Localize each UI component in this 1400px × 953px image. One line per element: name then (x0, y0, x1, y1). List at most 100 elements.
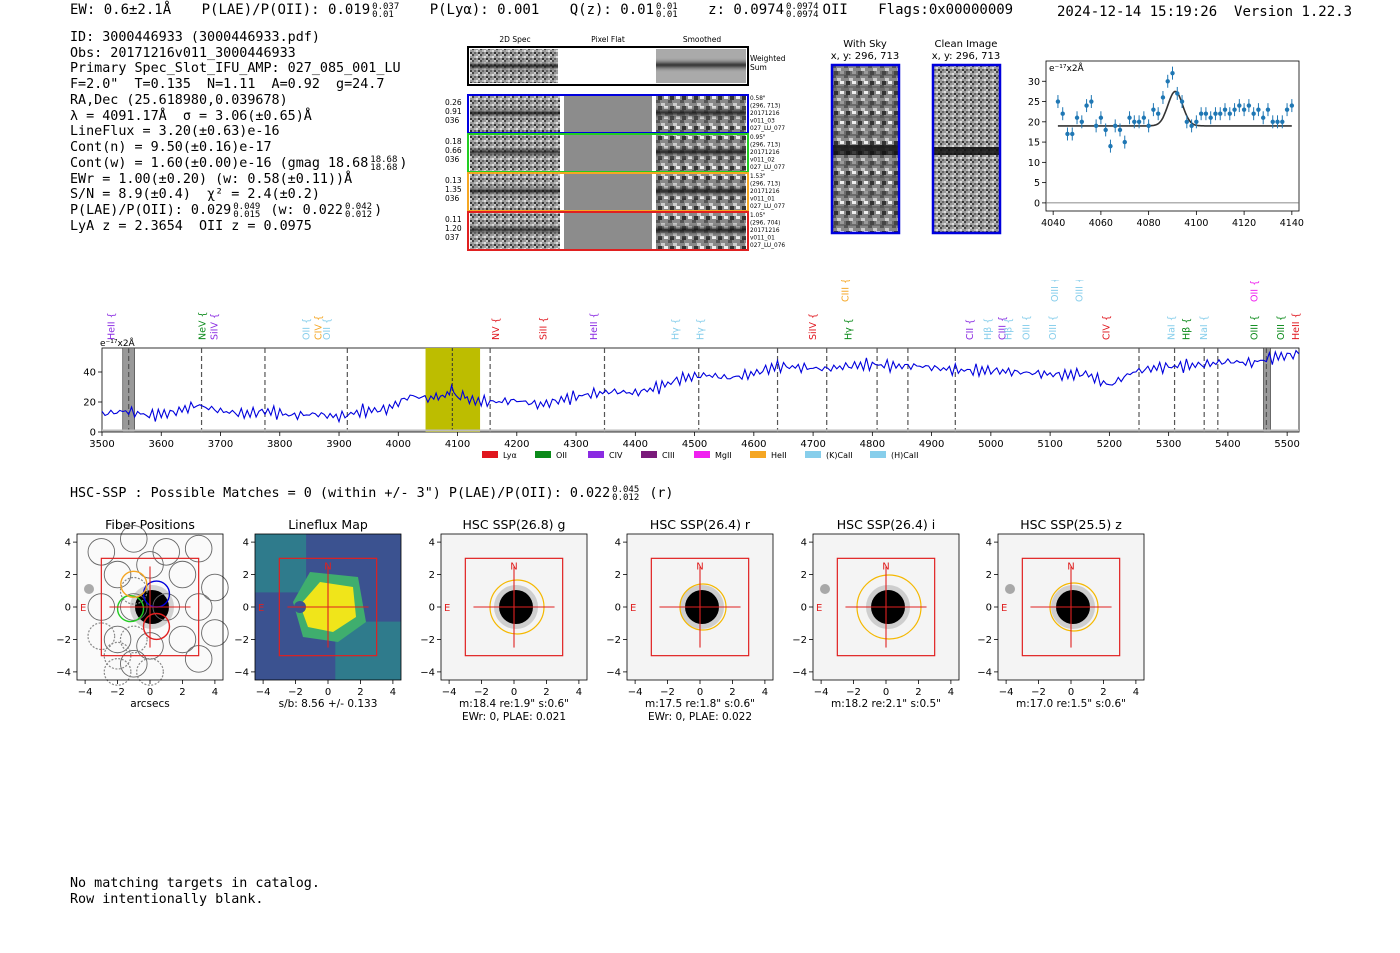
legend-swatch (588, 451, 604, 458)
zoom-point (1093, 123, 1099, 129)
footer-line-1: No matching targets in catalog. (70, 876, 320, 891)
full-xtick-label: 5400 (1215, 439, 1240, 450)
east-label: E (1001, 603, 1007, 614)
hsc-xtick-label: −4 (999, 687, 1014, 698)
header-plae: P(LAE)/P(OII): 0.019 0.037 0.01 (201, 2, 400, 20)
zoom-point (1060, 111, 1065, 116)
hsc-ytick-label: −2 (792, 635, 807, 646)
line-label: SiIV { (210, 313, 221, 340)
zoom-point (1265, 107, 1271, 112)
cutout-right-3-1: 1.53" (750, 174, 766, 180)
line-label: Hβ { (983, 318, 994, 340)
legend-label: (H)CaII (891, 451, 918, 460)
hsc-ytick-label: 4 (243, 538, 249, 549)
info-radec: RA,Dec (25.618980,0.039678) (70, 92, 288, 108)
full-xtick-label: 4600 (741, 439, 766, 450)
cutout-right-1-3: 20171216 (750, 111, 780, 117)
line-label: SiIV { (808, 313, 819, 340)
full-xtick-label: 4500 (682, 439, 707, 450)
cutout-right-1-5: 027_LU_077 (750, 126, 785, 132)
cutout-right-1-1: 0.58" (750, 96, 766, 102)
cutout-left-3-3: 036 (445, 194, 460, 203)
hsc-sub-label: m:17.5 re:1.8" s:0.6" (645, 698, 755, 710)
zoom-point (1151, 107, 1156, 112)
hsc-ytick-label: −2 (606, 635, 621, 646)
hsc-ytick-label: 0 (615, 603, 621, 614)
cutout-left-3-2: 1.35 (445, 185, 462, 194)
weighted-label-1: Weighted (750, 54, 786, 63)
hsc-ytick-label: 2 (243, 570, 249, 581)
hsc-panel-2: Lineflux Map N E −4 −2 0 2 4 4 2 0 −2 −4 s/b: 8.56 +/… (234, 517, 402, 710)
hsc-ytick-label: 4 (986, 538, 992, 549)
hsc-ytick-label: 4 (615, 538, 621, 549)
legend-swatch (750, 451, 766, 458)
north-label: N (1067, 561, 1074, 572)
full-xtick-label: 5000 (978, 439, 1003, 450)
search-box (1021, 557, 1121, 657)
cutout-right-2-2: (296, 713) (750, 143, 780, 149)
legend-swatch (694, 451, 710, 458)
line-label: OIII { (1021, 315, 1032, 340)
header-ew: EW: 0.6±2.1Å (70, 2, 172, 18)
line-label: OIII { (1048, 315, 1059, 340)
cutout-flat-4 (564, 212, 652, 250)
zoom-point (1175, 91, 1180, 96)
east-label: E (80, 603, 86, 614)
east-label: E (444, 603, 450, 614)
clean-coords: x, y: 296, 713 (932, 51, 1001, 62)
hsc-panel-title: Lineflux Map (288, 517, 368, 532)
legend-label: HeII (771, 451, 787, 460)
hsc-ytick-label: 0 (801, 603, 807, 614)
header-z: z: 0.0974 0.0974 0.0974 OII (708, 2, 848, 20)
east-label: E (258, 603, 264, 614)
with-sky-coords: x, y: 296, 713 (831, 51, 900, 62)
hsc-xtick-label: 4 (212, 687, 218, 698)
zoom-point (1237, 103, 1242, 108)
fiber-circle (201, 619, 229, 647)
cutout-right-3-4: v011_01 (750, 197, 775, 203)
cutout-right-1-4: v011_03 (750, 119, 775, 125)
hsc-xtick-label: −2 (846, 687, 861, 698)
hsc-panel-title: HSC SSP(26.4) i (837, 517, 935, 532)
zoom-point (1065, 131, 1070, 137)
cutout-flat-3 (564, 173, 652, 211)
info-ewr: EWr = 1.00(±0.20) (w: 0.58(±0.11))Å (70, 171, 353, 187)
header-bar: EW: 0.6±2.1Å P(LAE)/P(OII): 0.019 0.037 0.… (70, 2, 1035, 20)
hsc-ytick-label: −4 (977, 667, 992, 678)
hsc-xtick-label: −4 (442, 687, 457, 698)
datestamp: 2024-12-14 15:19:26 Version 1.22.3 (1057, 4, 1352, 20)
line-label: OIII { (1276, 315, 1287, 340)
hsc-ytick-label: 4 (429, 538, 435, 549)
search-box (464, 557, 564, 657)
header-qz: Q(z): 0.01 0.01 0.01 (569, 2, 678, 20)
hsc-xtick-label: −4 (78, 687, 93, 698)
full-xtick-label: 4700 (800, 439, 825, 450)
cutout-left-1-2: 0.91 (445, 107, 462, 116)
col-header-2dspec: 2D Spec (499, 35, 530, 44)
zoom-point (1136, 119, 1142, 125)
hsc-panel-title: HSC SSP(26.4) r (650, 517, 751, 532)
zoom-point (1155, 111, 1161, 116)
search-box (836, 557, 936, 657)
hsc-ytick-label: −2 (420, 635, 435, 646)
zoom-ytick-label: 25 (1028, 97, 1040, 108)
zoom-point (1184, 119, 1190, 125)
search-box (650, 557, 750, 657)
hsc-sub-label: arcsecs (130, 698, 169, 710)
legend-swatch (535, 451, 551, 458)
info-primary: Primary Spec_Slot_IFU_AMP: 027_085_001_L… (70, 61, 401, 77)
clean-image (931, 63, 1002, 235)
zoom-ytick-label: 0 (1034, 198, 1040, 209)
hsc-xtick-label: 0 (1068, 687, 1074, 698)
version: Version 1.22.3 (1234, 4, 1353, 20)
line-label: OII { (301, 318, 312, 340)
hsc-xtick-label: 4 (576, 687, 582, 698)
hsc-xtick-label: 2 (357, 687, 363, 698)
full-xtick-label: 3900 (326, 439, 351, 450)
zoom-ytick-label: 20 (1028, 117, 1040, 128)
cutout-left-2-2: 0.66 (445, 146, 462, 155)
zoom-point (1084, 103, 1089, 108)
hsc-ytick-label: 2 (986, 570, 992, 581)
zoom-point (1103, 127, 1108, 133)
